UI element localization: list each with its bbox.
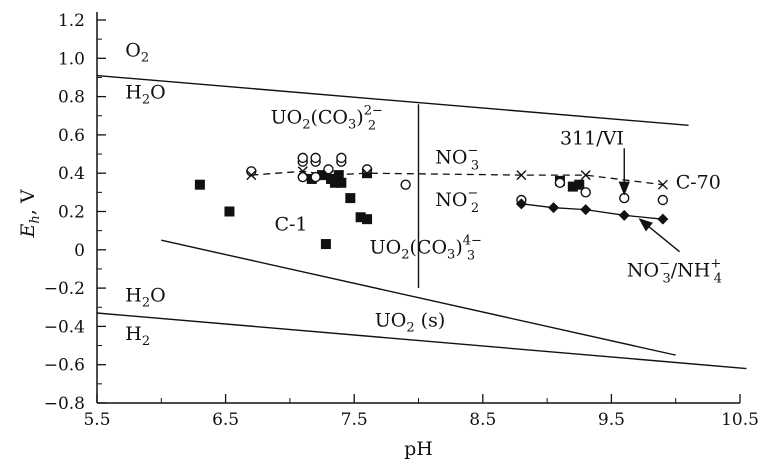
y-tick-label: −0.4 [44,317,85,337]
y-tick-label: 0 [74,241,85,261]
diamond-point [657,213,669,225]
cross-point [516,170,527,181]
circle-point [310,152,321,164]
annotation-h2o-lower: H2O [125,285,165,311]
square-point [333,170,344,181]
boundary-line-2 [161,239,676,356]
circle-point [310,171,321,183]
circle-point [336,152,347,164]
boundary-line-3 [96,312,747,370]
cross-point [297,166,308,177]
square-point [336,177,347,188]
y-tick-label: −0.6 [44,356,85,376]
annotation-no3: NO− 3 [435,144,479,174]
x-tick-label: 9.5 [598,410,625,430]
square-point [574,179,585,190]
boundary-line-0 [96,74,689,127]
x-tick-label: 6.5 [212,410,239,430]
square-point [317,170,328,181]
square-point [224,206,235,217]
cross-point [323,170,334,181]
circle-point [297,171,308,183]
y-tick-label: −0.8 [44,394,85,414]
cross-point [580,170,591,181]
y-tick-label: 0.4 [58,164,85,184]
annotation-uo2s: UO2 (s) [375,309,446,335]
x-tick-label: 10.5 [721,410,759,430]
annotation-c1: C-1 [274,214,307,236]
circle-point [619,192,630,204]
y-tick-label: 0.2 [58,203,85,223]
square-point [355,212,366,223]
square-point [329,177,340,188]
circle-point [554,177,566,188]
annotation-c70: C-70 [676,172,721,194]
annotation-uo2co3-4: UO2(CO3)4− 3 [370,234,482,264]
x-tick-label: 5.5 [83,410,110,430]
diamond-point [548,202,560,214]
annotation-o2: O2 [125,39,149,65]
square-point [362,214,373,225]
annotation-arrow-1 [638,218,681,253]
y-tick-label: −0.2 [44,279,85,299]
annotation-label-311vi: 311/VI [560,127,624,149]
cross-point [362,168,373,179]
diamond-point [618,209,630,221]
square-point [320,239,331,250]
square-point [567,181,578,192]
diamond-point [580,204,592,216]
annotation-no2: NO− 2 [435,186,479,216]
annotation-uo2co3-2: UO2(CO3)2− 2 [271,103,383,133]
annotation-no3-nh4: NO− 3/NH+ 4 [627,257,722,287]
cross-point [657,179,668,190]
y-tick-label: 0.8 [58,88,85,108]
circle-point [400,179,411,190]
circle-point [580,187,591,198]
square-point [194,179,205,190]
square-point [345,193,356,204]
circle-point [657,194,669,206]
cross-point [246,170,257,181]
diamond-point [515,198,527,210]
x-axis-label: pH [404,438,433,460]
y-tick-label: 1.2 [58,11,85,31]
circle-point [297,152,308,164]
annotation-h2o-upper: H2O [125,82,165,108]
series-line-3 [521,203,663,220]
circle-point [323,164,334,175]
y-tick-label: 0.6 [58,126,85,146]
y-axis-label: Eh, V [17,189,43,238]
x-tick-label: 7.5 [341,410,368,430]
x-tick-label: 8.5 [469,410,496,430]
annotation-h2: H2 [125,323,150,349]
y-tick-label: 1.0 [58,49,85,69]
